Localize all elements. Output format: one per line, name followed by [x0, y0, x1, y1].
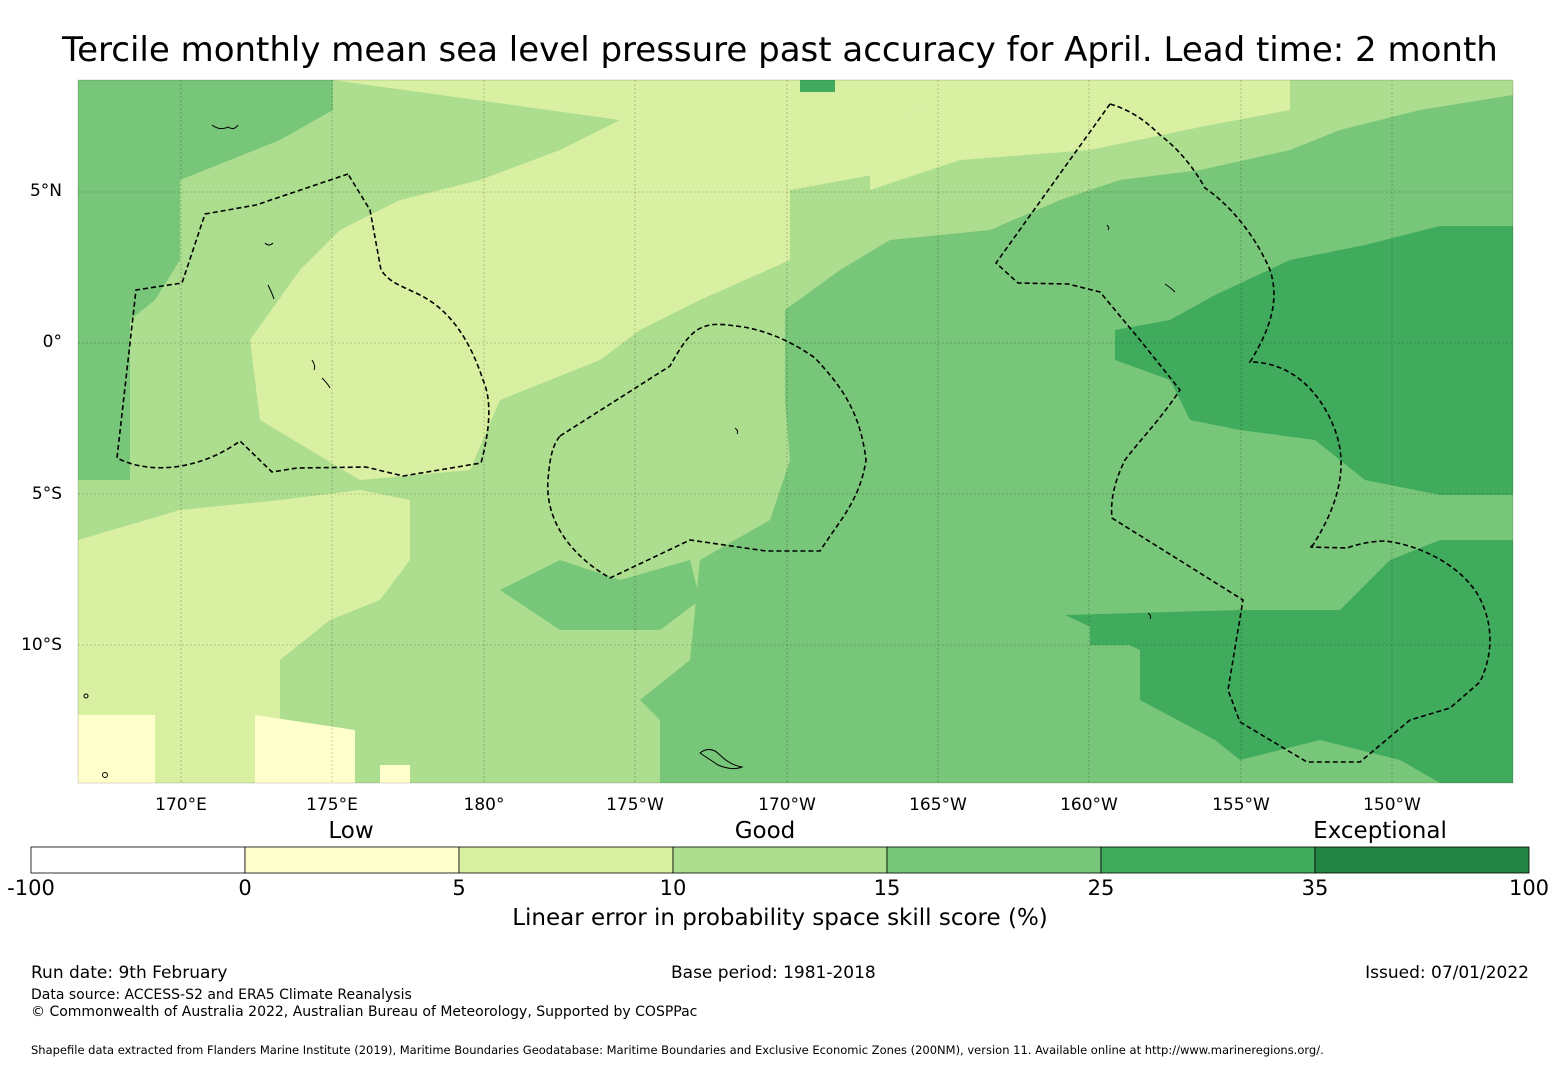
gridlines — [78, 80, 1513, 783]
eez-tokelau — [547, 323, 867, 579]
lon-label-165w: 165°W — [909, 795, 967, 815]
lon-label-175w: 175°W — [606, 795, 664, 815]
skill-map — [77, 79, 1514, 784]
eez-kiribati-line-west — [994, 103, 1491, 763]
colorbar-bin — [1100, 846, 1316, 874]
colorbar-title: Linear error in probability space skill … — [512, 905, 1048, 931]
skill-region-good-mid — [500, 560, 700, 630]
colorbar-bin — [886, 846, 1102, 874]
skill-region-good-northwest — [78, 80, 333, 480]
colorbar-bin — [458, 846, 674, 874]
skill-region-high-southeast — [1065, 540, 1513, 783]
colorbar-tick-15: 15 — [873, 876, 901, 900]
colorbar-bin — [30, 846, 246, 874]
skill-region-low-southwest — [78, 490, 410, 783]
lat-label-5s: 5°S — [31, 484, 62, 504]
colorbar — [30, 846, 1530, 874]
category-label-good: Good — [734, 818, 796, 844]
skill-region-high-east — [1115, 226, 1513, 495]
lon-label-170e: 170°E — [155, 795, 207, 815]
lon-label-180: 180° — [463, 795, 505, 815]
lon-label-150w: 150°W — [1363, 795, 1421, 815]
eez-kiribati-line-north — [1109, 103, 1342, 548]
shapefile-credit: Shapefile data extracted from Flanders M… — [31, 1043, 1324, 1057]
eez-tuvalu — [116, 173, 490, 477]
issued-date: Issued: 07/01/2022 — [1365, 963, 1529, 983]
colorbar-tick-5: 5 — [452, 876, 466, 900]
eez-boundaries — [116, 103, 1491, 763]
lat-label-0: 0° — [42, 332, 62, 352]
category-label-exceptional: Exceptional — [1313, 818, 1447, 844]
skill-region-lowest-southwest — [78, 715, 410, 783]
lat-label-5n: 5°N — [29, 181, 62, 201]
data-source: Data source: ACCESS-S2 and ERA5 Climate … — [31, 987, 412, 1003]
colorbar-bin — [244, 846, 460, 874]
copyright: © Commonwealth of Australia 2022, Austra… — [31, 1004, 698, 1020]
lat-label-10s: 10°S — [21, 635, 62, 655]
run-date: Run date: 9th February — [31, 963, 228, 983]
island-outlines — [83, 124, 1176, 778]
lon-label-155w: 155°W — [1212, 795, 1270, 815]
lon-label-170w: 170°W — [758, 795, 816, 815]
colorbar-tick-100: 100 — [1508, 876, 1550, 900]
skill-region-peak — [800, 80, 835, 92]
lon-label-160w: 160°W — [1060, 795, 1118, 815]
skill-region-low-east-top — [870, 80, 1290, 190]
chart-title: Tercile monthly mean sea level pressure … — [62, 30, 1498, 70]
colorbar-tick-neg100: -100 — [7, 876, 55, 900]
colorbar-bin — [672, 846, 888, 874]
colorbar-bin — [1314, 846, 1530, 874]
skill-region-high-west-band — [1090, 615, 1140, 645]
lon-label-175e: 175°E — [306, 795, 358, 815]
map-frame — [77, 79, 1514, 784]
skill-region-low-north — [250, 80, 960, 480]
colorbar-tick-0: 0 — [238, 876, 252, 900]
category-label-low: Low — [328, 818, 374, 844]
base-period: Base period: 1981-2018 — [671, 963, 876, 983]
colorbar-tick-35: 35 — [1301, 876, 1329, 900]
colorbar-tick-25: 25 — [1087, 876, 1115, 900]
colorbar-tick-10: 10 — [659, 876, 687, 900]
